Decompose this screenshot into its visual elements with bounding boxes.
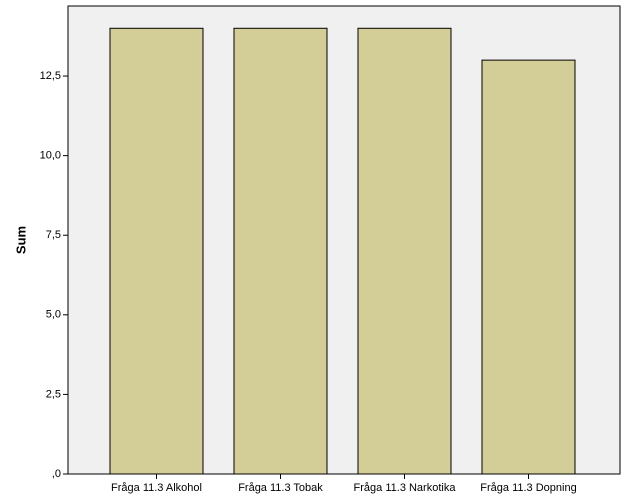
- bar: [233, 27, 328, 475]
- x-tick-label: Fråga 11.3 Narkotika: [354, 482, 457, 494]
- bar: [109, 27, 204, 475]
- x-tick-label: Fråga 11.3 Tobak: [238, 482, 323, 494]
- y-axis-label: Sum: [13, 226, 28, 254]
- y-tick-label: 7,5: [46, 229, 61, 241]
- y-tick-label: 5,0: [46, 309, 61, 321]
- y-tick-label: 12,5: [40, 70, 61, 82]
- x-tick-label: Fråga 11.3 Dopning: [480, 482, 576, 494]
- y-tick-label: 10,0: [40, 150, 61, 162]
- bar: [357, 27, 452, 475]
- y-tick-label: ,0: [52, 468, 61, 480]
- x-tick-label: Fråga 11.3 Alkohol: [111, 482, 202, 494]
- y-tick-label: 2,5: [46, 388, 61, 400]
- bar: [481, 59, 576, 475]
